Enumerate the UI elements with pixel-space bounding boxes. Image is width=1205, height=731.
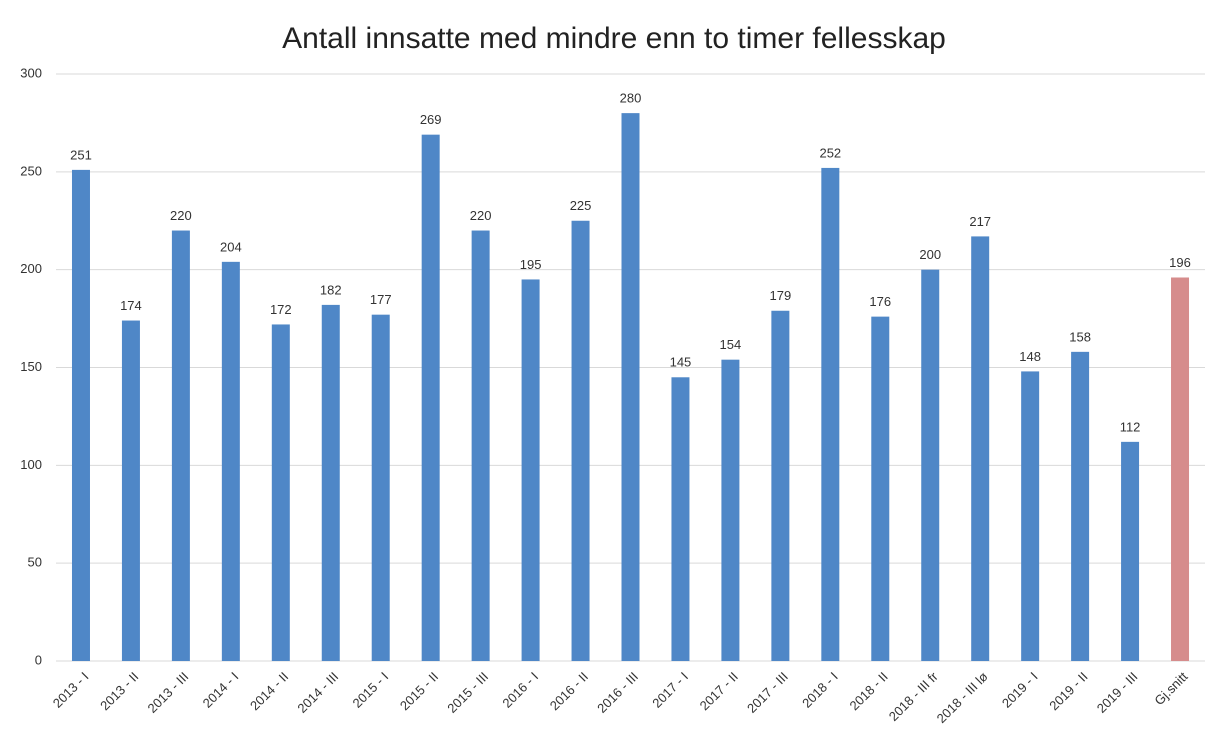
data-label: 204 — [220, 239, 242, 254]
data-label: 176 — [869, 294, 891, 309]
x-tick-label: 2016 - III — [594, 669, 641, 716]
x-tick-label: 2015 - II — [397, 669, 441, 713]
y-tick-label: 150 — [20, 359, 42, 374]
bar — [171, 230, 190, 662]
x-tick-label: 2017 - II — [697, 669, 741, 713]
x-tick-label: 2017 - I — [649, 669, 691, 711]
data-label: 154 — [720, 337, 742, 352]
bar — [1121, 441, 1140, 661]
x-tick-label: 2019 - I — [999, 669, 1041, 711]
bar — [971, 236, 990, 662]
data-label: 174 — [120, 298, 142, 313]
bar — [721, 359, 740, 661]
bar — [871, 316, 890, 661]
bar — [821, 167, 840, 662]
bar — [921, 269, 940, 661]
x-tick-label: 2013 - III — [145, 669, 192, 716]
x-tick-label: 2018 - III lø — [934, 669, 991, 726]
data-label: 220 — [470, 208, 492, 223]
bar — [1071, 351, 1090, 661]
bar — [221, 261, 240, 661]
bar — [1021, 371, 1040, 661]
x-tick-label: Gj.snitt — [1151, 669, 1190, 708]
bar — [771, 310, 790, 661]
bar — [521, 279, 540, 661]
x-tick-label: 2018 - I — [799, 669, 841, 711]
x-tick-label: 2015 - I — [349, 669, 391, 711]
y-tick-label: 0 — [35, 652, 42, 667]
data-label: 179 — [770, 288, 792, 303]
data-label: 158 — [1069, 329, 1091, 344]
data-label: 217 — [969, 214, 991, 229]
data-label: 225 — [570, 198, 592, 213]
x-tick-label: 2019 - III — [1094, 669, 1141, 716]
bar — [121, 320, 140, 661]
data-label: 200 — [919, 247, 941, 262]
data-label: 251 — [70, 147, 92, 162]
bar — [471, 230, 490, 662]
data-label: 196 — [1169, 255, 1191, 270]
data-label: 280 — [620, 91, 642, 106]
x-tick-label: 2016 - I — [499, 669, 541, 711]
y-tick-label: 50 — [28, 555, 42, 570]
y-tick-label: 100 — [20, 457, 42, 472]
bar — [571, 220, 590, 661]
x-tick-label: 2013 - I — [50, 669, 92, 711]
data-label: 148 — [1019, 349, 1041, 364]
data-label: 269 — [420, 112, 442, 127]
x-tick-label: 2018 - II — [846, 669, 890, 713]
data-label: 252 — [819, 145, 841, 160]
x-tick-label: 2017 - III — [744, 669, 791, 716]
x-tick-label: 2015 - III — [444, 669, 491, 716]
bar — [621, 113, 640, 662]
data-label: 177 — [370, 292, 392, 307]
bar — [371, 314, 390, 661]
x-tick-label: 2014 - II — [247, 669, 291, 713]
chart-title: Antall innsatte med mindre enn to timer … — [282, 22, 946, 55]
x-tick-label: 2014 - III — [294, 669, 341, 716]
y-tick-label: 300 — [20, 65, 42, 80]
x-tick-label: 2016 - II — [547, 669, 591, 713]
bar — [71, 169, 90, 662]
data-label: 195 — [520, 257, 542, 272]
x-tick-label: 2014 - I — [200, 669, 242, 711]
data-label: 112 — [1120, 419, 1141, 434]
y-tick-label: 200 — [20, 261, 42, 276]
x-tick-label: 2013 - II — [97, 669, 141, 713]
bar — [1171, 277, 1190, 661]
y-tick-label: 250 — [20, 163, 42, 178]
data-label: 182 — [320, 282, 342, 297]
x-tick-label: 2019 - II — [1046, 669, 1090, 713]
data-label: 172 — [270, 302, 292, 317]
bar — [271, 324, 290, 661]
data-label: 220 — [170, 208, 192, 223]
bar — [421, 134, 440, 661]
data-label: 145 — [670, 355, 692, 370]
bar — [671, 377, 690, 661]
bar — [321, 304, 340, 661]
